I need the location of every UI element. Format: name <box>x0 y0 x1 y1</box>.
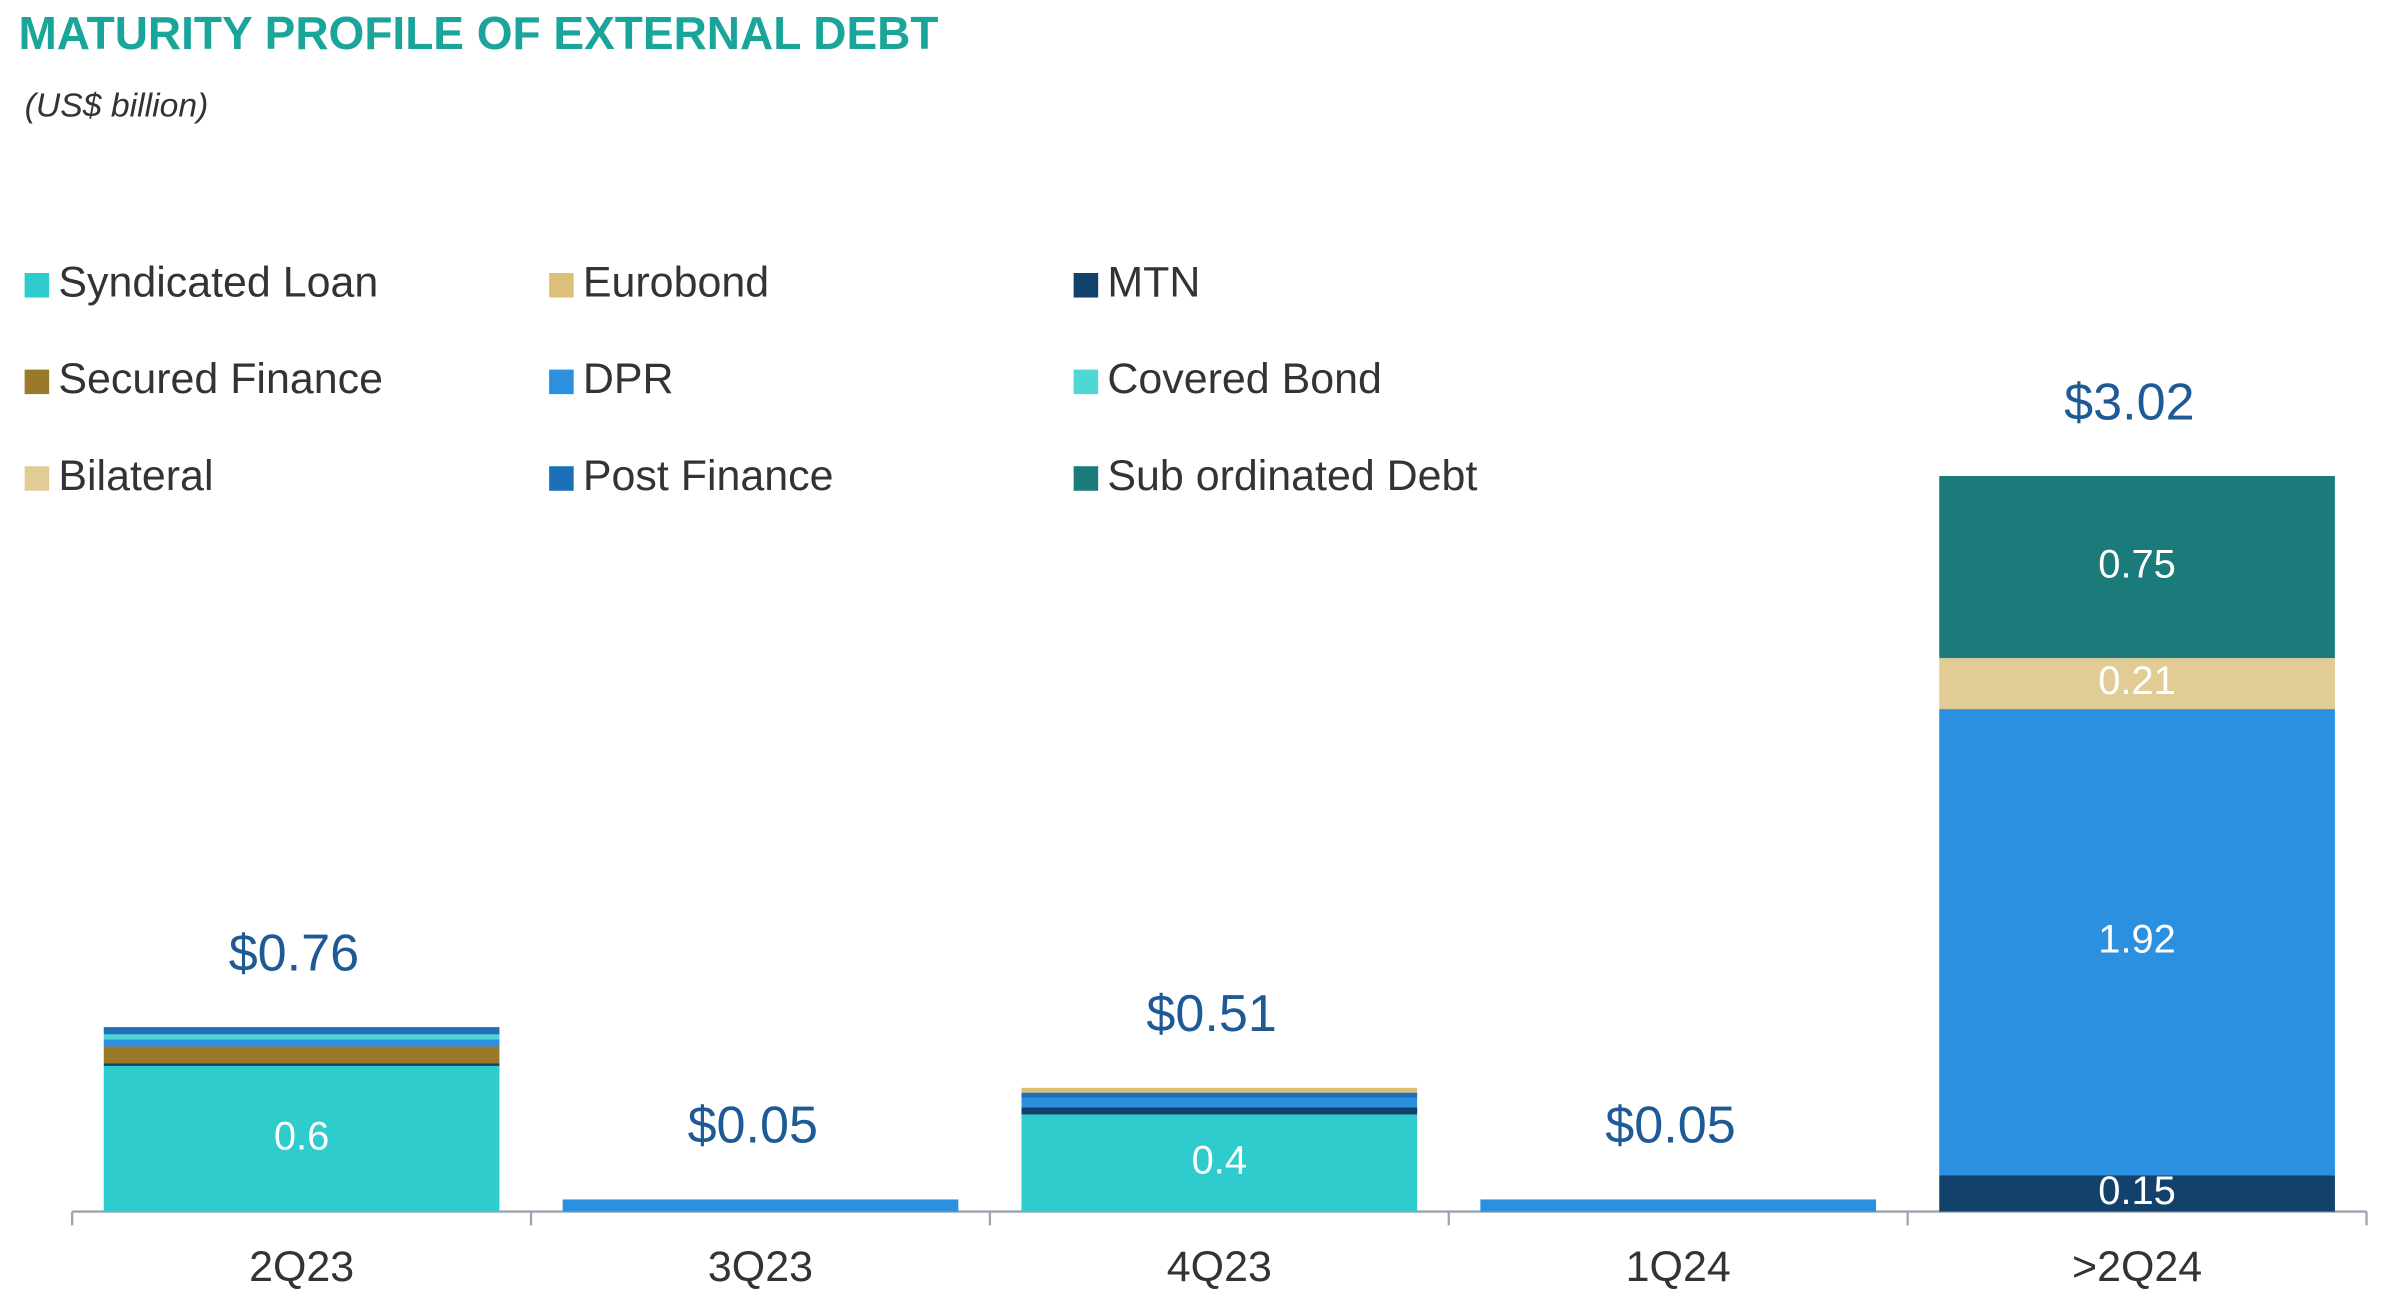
legend-swatch <box>1073 369 1099 395</box>
bar-segment <box>1021 1114 1418 1212</box>
x-tick-label: >2Q24 <box>2072 1243 2202 1291</box>
segment-label: 0.21 <box>2098 659 2176 703</box>
segment-label: 0.6 <box>274 1114 329 1158</box>
total-label: $0.05 <box>1605 1097 1735 1155</box>
legend-label: Secured Finance <box>58 355 383 403</box>
bar-segment <box>1021 1087 1418 1093</box>
bar-segment <box>1480 1199 1877 1212</box>
total-label: $3.02 <box>2064 373 2194 431</box>
bar-segment <box>1939 658 2335 710</box>
bar-segment <box>1939 709 2335 1176</box>
legend-label: DPR <box>583 355 674 403</box>
x-tick-label: 2Q23 <box>249 1243 354 1291</box>
bar-segment <box>103 1034 500 1040</box>
bar-segment <box>1939 476 2335 659</box>
segment-label: 1.92 <box>2098 918 2176 962</box>
bar-segment <box>103 1063 500 1066</box>
legend-label: Post Finance <box>583 452 834 500</box>
bar-segment <box>103 1027 500 1035</box>
bar-segment <box>1021 1097 1418 1108</box>
legend-label: Bilateral <box>58 452 213 500</box>
segment-label: 0.4 <box>1192 1139 1247 1183</box>
bar-segment <box>103 1039 500 1047</box>
legend-swatch <box>549 272 574 298</box>
total-label: $0.51 <box>1146 985 1276 1043</box>
segment-label: 0.15 <box>2098 1169 2176 1213</box>
legend-swatch <box>1073 466 1099 491</box>
total-label: $0.76 <box>229 924 359 982</box>
legend-label: Syndicated Loan <box>58 259 378 307</box>
legend-label: Eurobond <box>583 259 769 307</box>
legend-label: Covered Bond <box>1107 355 1382 403</box>
legend-swatch <box>1073 272 1099 298</box>
legend-swatch <box>24 272 50 298</box>
segment-label: 0.75 <box>2098 543 2176 587</box>
legend-label: Sub ordinated Debt <box>1107 452 1477 500</box>
bar-segment <box>562 1199 959 1212</box>
total-label: $0.05 <box>688 1097 818 1155</box>
x-tick-label: 4Q23 <box>1167 1243 1272 1291</box>
legend-swatch <box>24 466 50 491</box>
legend-label: MTN <box>1107 259 1200 307</box>
legend-swatch <box>549 369 574 395</box>
bar-segment <box>1939 1175 2335 1212</box>
x-tick-label: 1Q24 <box>1626 1243 1731 1291</box>
bar-segment <box>1021 1092 1418 1098</box>
chart-title: MATURITY PROFILE OF EXTERNAL DEBT <box>18 7 938 59</box>
legend-swatch <box>549 466 574 491</box>
bar-segment <box>1021 1107 1418 1115</box>
bar-segment <box>103 1065 500 1212</box>
chart-subtitle: (US$ billion) <box>25 86 209 124</box>
x-tick-label: 3Q23 <box>708 1243 813 1291</box>
legend-swatch <box>24 369 50 395</box>
bar-segment <box>103 1046 500 1064</box>
